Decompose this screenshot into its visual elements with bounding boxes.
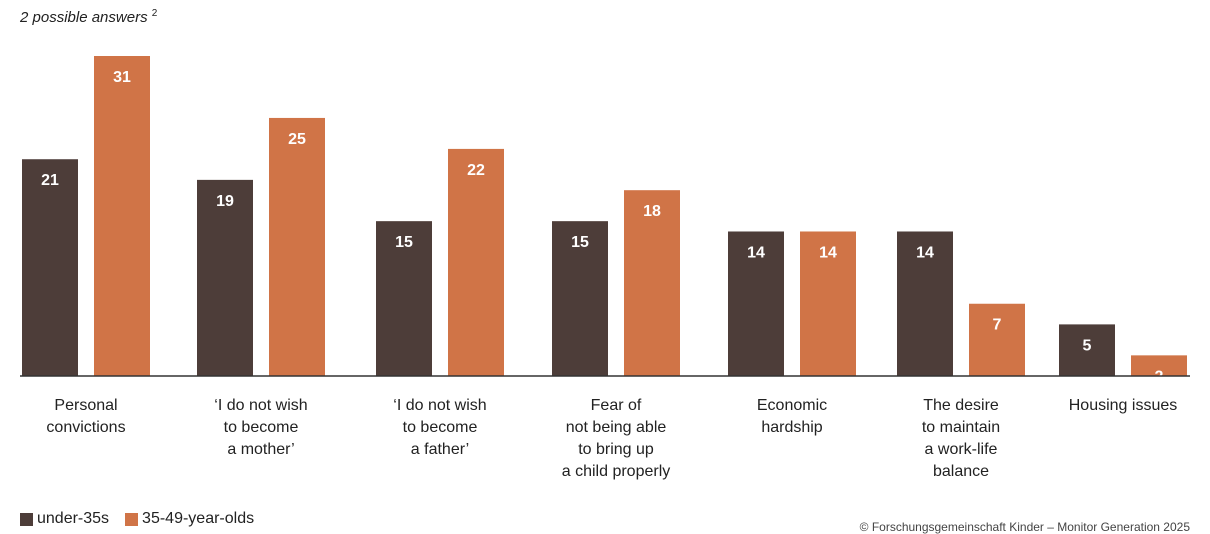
category-label-2: ‘I do not wish to become a father’ [393, 397, 486, 458]
chart-subtitle: 2 possible answers 2 [20, 8, 158, 26]
bar-35to49-4 [800, 231, 856, 376]
data-label-under35-2: 15 [395, 234, 413, 251]
bar-35to49-6 [1131, 355, 1187, 376]
legend-item-under35: under-35s [20, 510, 109, 528]
legend-swatch-35to49 [125, 512, 139, 526]
bar-under35-2 [376, 221, 432, 376]
category-label-0: Personal convictions [46, 397, 125, 436]
data-label-35to49-4: 14 [819, 244, 837, 261]
bar-35to49-2 [448, 148, 504, 376]
source-note: © Forschungsgemeinschaft Kinder – Monito… [859, 520, 1190, 534]
category-label-3: Fear of not being able to bring up a child … [562, 397, 671, 480]
data-label-under35-5: 14 [916, 244, 934, 261]
legend-label-35to49: 35-49-year-olds [142, 510, 255, 527]
data-label-under35-3: 15 [571, 234, 589, 251]
category-label-6: Housing issues [1069, 397, 1178, 414]
data-label-under35-4: 14 [747, 244, 765, 261]
bar-35to49-3 [624, 190, 680, 376]
bar-under35-4 [728, 231, 784, 376]
bar-under35-6 [1059, 324, 1115, 376]
legend: under-35s 35-49-year-olds [20, 510, 254, 528]
category-label-1: ‘I do not wish to become a mother’ [214, 397, 307, 458]
data-label-under35-0: 21 [41, 172, 59, 189]
bar-35to49-5 [969, 303, 1025, 376]
bar-under35-3 [552, 221, 608, 376]
bar-under35-5 [897, 231, 953, 376]
bar-35to49-1 [269, 117, 325, 376]
bar-under35-0 [22, 159, 78, 376]
data-label-35to49-1: 25 [288, 131, 306, 148]
bar-under35-1 [197, 179, 253, 376]
data-label-35to49-6: 2 [1155, 368, 1164, 385]
legend-item-35to49: 35-49-year-olds [125, 510, 254, 528]
subtitle-footnote-ref: 2 [151, 8, 158, 19]
category-label-5: The desire to maintain a work-life balance [922, 397, 1000, 480]
data-label-35to49-0: 31 [113, 69, 131, 86]
legend-swatch-under35 [20, 512, 33, 526]
bar-chart: 21 19 15 15 14 14 5 31 25 22 18 14 7 2 Personal convict… [20, 56, 1190, 480]
data-label-35to49-5: 7 [993, 317, 1002, 334]
category-label-4: Economic hardship [757, 397, 827, 436]
bar-35to49-0 [94, 56, 150, 376]
data-label-35to49-2: 22 [467, 162, 485, 179]
data-label-under35-1: 19 [216, 193, 234, 210]
legend-label-under35: under-35s [37, 510, 110, 527]
data-label-35to49-3: 18 [643, 203, 661, 220]
data-label-under35-6: 5 [1083, 337, 1092, 354]
